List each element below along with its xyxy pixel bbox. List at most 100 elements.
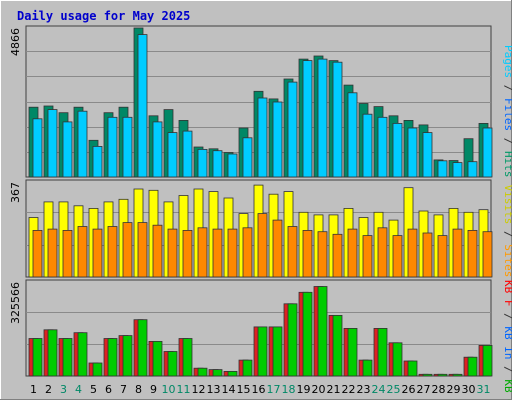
bar-sites-day-13 (212, 228, 223, 278)
bar-kb-out-day-27 (422, 373, 433, 377)
bar-files-day-19 (302, 60, 313, 178)
bar-sites-day-2 (47, 228, 58, 278)
x-tick-label-day-30: 30 (462, 383, 476, 396)
x-tick-label-day-14: 14 (222, 383, 236, 396)
bar-files-day-26 (407, 127, 418, 178)
x-tick-label-day-15: 15 (237, 383, 251, 396)
bar-files-day-18 (287, 81, 298, 178)
panel-top: 4866 Pages / Files / Hits (9, 25, 512, 178)
bar-files-day-16 (257, 97, 268, 178)
x-tick-label-day-18: 18 (282, 383, 296, 396)
x-tick-label-day-23: 23 (357, 383, 371, 396)
bar-kb-out-day-22 (347, 327, 358, 377)
bar-kb-out-day-11 (182, 338, 193, 377)
bar-sites-day-26 (407, 228, 418, 278)
x-tick-label-day-2: 2 (45, 383, 52, 396)
panel-bottom-ymax-label: 325566 (9, 282, 22, 324)
bar-sites-day-1 (32, 229, 43, 278)
bar-kb-out-day-19 (302, 291, 313, 377)
bar-kb-out-day-8 (137, 319, 148, 377)
bar-files-day-9 (152, 121, 163, 178)
bar-files-day-15 (242, 137, 253, 178)
bar-files-day-14 (227, 153, 238, 178)
legend-item-/: / (502, 307, 512, 327)
x-tick-label-day-13: 13 (207, 383, 221, 396)
bar-files-day-1 (32, 118, 43, 178)
legend-item-/: / (502, 360, 512, 380)
x-tick-label-day-19: 19 (297, 383, 311, 396)
x-tick-label-day-8: 8 (135, 383, 142, 396)
bar-files-day-13 (212, 150, 223, 178)
bar-files-day-4 (77, 110, 88, 178)
bar-kb-out-day-5 (92, 362, 103, 377)
legend-item-visits: Visits (502, 185, 512, 225)
panel-top-ymax-label: 4866 (9, 28, 22, 56)
bar-sites-day-9 (152, 224, 163, 278)
x-tick-label-day-5: 5 (90, 383, 97, 396)
panel-bottom-legend: KB F / KB In / KB Out (502, 280, 512, 400)
bar-sites-day-17 (272, 219, 283, 278)
bar-kb-out-day-18 (287, 303, 298, 377)
panel-middle-ymax-label: 367 (9, 182, 22, 203)
bar-sites-day-11 (182, 229, 193, 278)
bar-kb-out-day-12 (197, 367, 208, 377)
chart-title: Daily usage for May 2025 (17, 9, 190, 23)
bar-sites-day-12 (197, 227, 208, 278)
bar-sites-day-18 (287, 226, 298, 278)
panel-bottom: 325566 KB F / KB In / KB Out (9, 279, 512, 404)
bar-kb-out-day-29 (452, 373, 463, 377)
bar-sites-day-21 (332, 233, 343, 278)
bar-files-day-29 (452, 162, 463, 178)
bar-files-day-30 (467, 161, 478, 178)
x-tick-label-day-27: 27 (417, 383, 431, 396)
panel-middle-legend: Visits / Sites (502, 185, 512, 278)
bar-kb-out-day-2 (47, 329, 58, 377)
x-tick-label-day-20: 20 (312, 383, 326, 396)
bar-sites-day-10 (167, 228, 178, 278)
chart-panels: 4866 Pages / Files / Hits 367 Visits / Site… (9, 25, 512, 404)
bar-sites-day-4 (77, 226, 88, 278)
bar-sites-day-6 (107, 226, 118, 278)
bar-files-day-22 (347, 92, 358, 178)
bar-kb-out-day-21 (332, 314, 343, 377)
bar-kb-out-day-30 (467, 356, 478, 377)
legend-item-kb-f: KB F (502, 280, 512, 307)
x-tick-label-day-4: 4 (75, 383, 82, 396)
bar-kb-out-day-31 (482, 344, 493, 377)
bar-kb-out-day-4 (77, 332, 88, 377)
bar-kb-out-day-13 (212, 369, 223, 377)
bar-kb-out-day-17 (272, 326, 283, 377)
x-tick-label-day-9: 9 (150, 383, 157, 396)
x-axis-tick-labels: 1 2 3 4 5 6 7 8 9 10 11 12 13 14 15 16 17 18 19 20 21 22 23 24 2… (30, 383, 491, 396)
legend-item-hits: Hits (502, 151, 512, 178)
bar-kb-out-day-15 (242, 359, 253, 377)
bar-sites-day-25 (392, 235, 403, 278)
bar-files-day-20 (317, 58, 328, 178)
bar-kb-out-day-20 (317, 286, 328, 377)
bar-files-day-7 (122, 116, 133, 178)
bar-files-day-11 (182, 130, 193, 178)
x-tick-label-day-29: 29 (447, 383, 461, 396)
x-tick-label-day-1: 1 (30, 383, 37, 396)
bar-sites-day-27 (422, 232, 433, 278)
x-tick-label-day-10: 10 (162, 383, 176, 396)
legend-item-kb-out: KB Out (502, 379, 512, 400)
x-tick-label-day-12: 12 (192, 383, 206, 396)
x-tick-label-day-21: 21 (327, 383, 341, 396)
bar-sites-day-15 (242, 227, 253, 278)
bar-sites-day-7 (122, 222, 133, 278)
bar-sites-day-3 (62, 229, 73, 278)
bar-kb-out-day-28 (437, 373, 448, 377)
bar-sites-day-14 (227, 228, 238, 278)
bar-sites-day-23 (362, 235, 373, 278)
x-tick-label-day-31: 31 (477, 383, 491, 396)
bar-sites-day-24 (377, 227, 388, 278)
legend-item-files: Files (502, 98, 512, 131)
bar-kb-out-day-6 (107, 338, 118, 377)
bar-files-day-24 (377, 116, 388, 178)
bar-files-day-2 (47, 109, 58, 178)
panel-top-legend: Pages / Files / Hits (502, 45, 512, 178)
bar-kb-out-day-3 (62, 338, 73, 377)
bar-sites-day-28 (437, 235, 448, 278)
